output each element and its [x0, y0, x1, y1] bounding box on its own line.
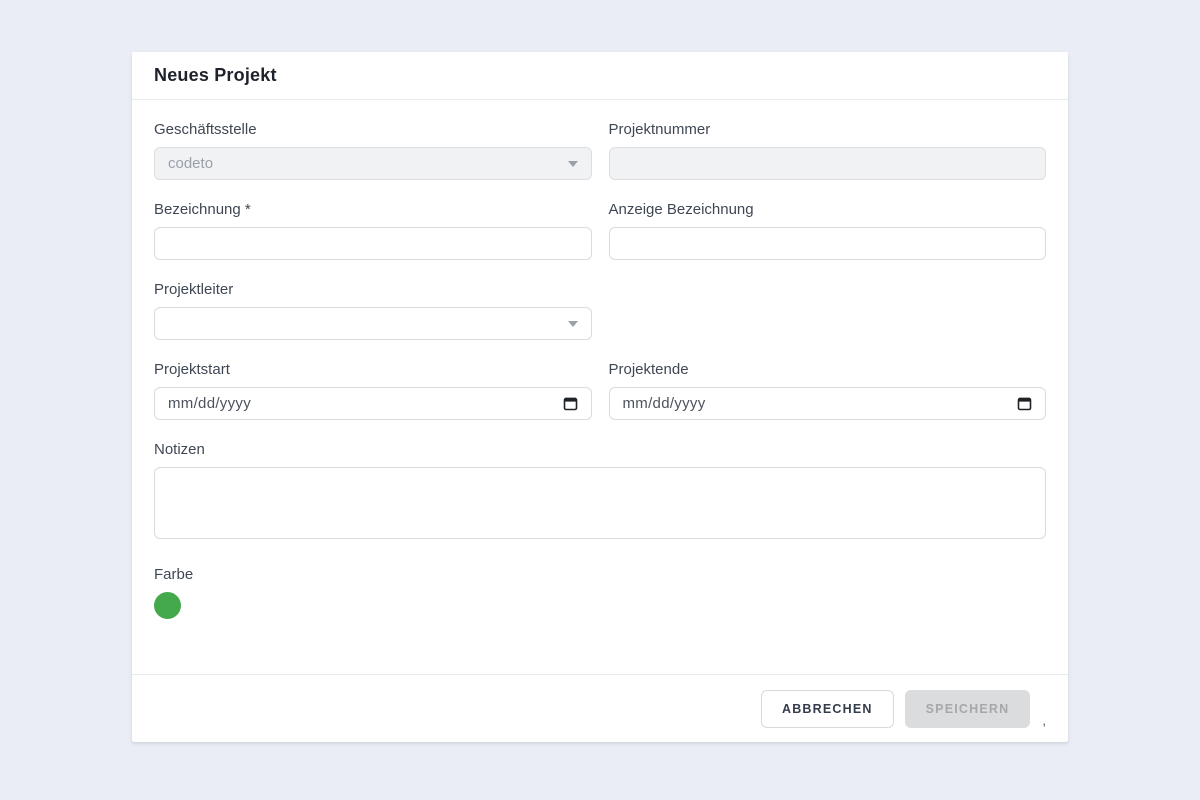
dialog-header: Neues Projekt	[132, 52, 1068, 100]
field-projektleiter: Projektleiter	[154, 280, 592, 340]
field-projektende: Projektende mm/dd/yyyy	[608, 360, 1046, 420]
projektstart-date-input[interactable]: mm/dd/yyyy	[154, 387, 592, 420]
field-anzeige-bezeichnung: Anzeige Bezeichnung	[608, 200, 1046, 260]
dialog-body: Geschäftsstelle codeto Projektnummer Bez…	[132, 100, 1068, 619]
field-geschaeftsstelle: Geschäftsstelle codeto	[154, 120, 592, 180]
save-button[interactable]: SPEICHERN	[904, 689, 1031, 728]
dialog-title: Neues Projekt	[154, 65, 277, 85]
projektstart-date-placeholder: mm/dd/yyyy	[168, 395, 252, 412]
dialog-footer: ABBRECHEN SPEICHERN ,	[132, 674, 1068, 742]
projektende-date-placeholder: mm/dd/yyyy	[622, 395, 706, 412]
projektstart-label: Projektstart	[154, 361, 230, 378]
projektnummer-label: Projektnummer	[608, 121, 711, 138]
notizen-label: Notizen	[154, 441, 205, 458]
farbe-label: Farbe	[154, 566, 194, 583]
field-farbe: Farbe	[154, 565, 1046, 619]
field-notizen: Notizen	[154, 440, 1046, 544]
color-swatch[interactable]	[154, 592, 181, 619]
notizen-textarea[interactable]	[154, 467, 1046, 539]
anzeige-bezeichnung-input[interactable]	[608, 227, 1046, 260]
field-projektstart: Projektstart mm/dd/yyyy	[154, 360, 592, 420]
stray-comma-text: ,	[1042, 713, 1046, 728]
project-form: Geschäftsstelle codeto Projektnummer Bez…	[154, 120, 1046, 619]
chevron-down-icon	[567, 160, 578, 167]
field-bezeichnung: Bezeichnung *	[154, 200, 592, 260]
projektnummer-input	[608, 147, 1046, 180]
field-projektnummer: Projektnummer	[608, 120, 1046, 180]
bezeichnung-label: Bezeichnung *	[154, 201, 251, 218]
cancel-button[interactable]: ABBRECHEN	[760, 689, 894, 728]
anzeige-bezeichnung-label: Anzeige Bezeichnung	[608, 201, 754, 218]
grid-spacer	[609, 280, 1047, 340]
bezeichnung-input[interactable]	[154, 227, 592, 260]
chevron-down-icon	[567, 320, 578, 327]
projektende-date-input[interactable]: mm/dd/yyyy	[608, 387, 1046, 420]
new-project-dialog: Neues Projekt Geschäftsstelle codeto Pro…	[132, 52, 1068, 742]
calendar-icon[interactable]	[1017, 396, 1032, 411]
geschaeftsstelle-selected-value: codeto	[168, 155, 214, 172]
geschaeftsstelle-label: Geschäftsstelle	[154, 121, 257, 138]
projektleiter-label: Projektleiter	[154, 281, 234, 298]
projektleiter-select[interactable]	[154, 307, 592, 340]
geschaeftsstelle-select[interactable]: codeto	[154, 147, 592, 180]
projektende-label: Projektende	[608, 361, 689, 378]
calendar-icon[interactable]	[563, 396, 578, 411]
